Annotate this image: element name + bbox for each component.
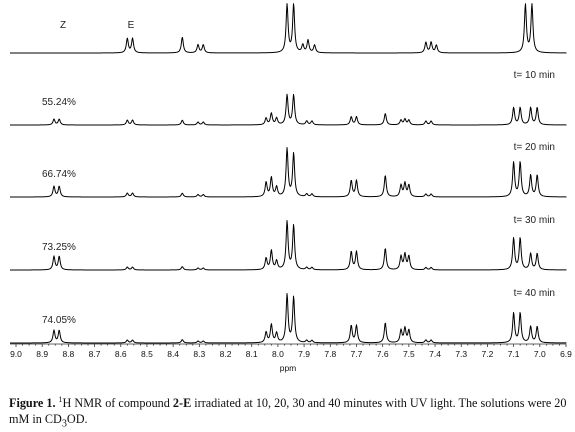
time-label-4: t= 40 min	[514, 288, 555, 299]
x-tick-label-13: 7.7	[351, 349, 363, 359]
spectrum-trace-0	[10, 4, 567, 53]
x-tick-label-2: 8.8	[62, 349, 74, 359]
z-isomer-label: Z	[60, 20, 66, 31]
x-tick-label-19: 7.1	[508, 349, 520, 359]
e-isomer-label: E	[128, 20, 135, 31]
x-tick-label-15: 7.5	[403, 349, 415, 359]
x-tick-label-1: 8.9	[36, 349, 48, 359]
percent-label-3: 73.25%	[42, 242, 76, 253]
x-tick-label-8: 8.2	[220, 349, 232, 359]
spectra-group	[10, 4, 567, 343]
x-axis-label: ppm	[280, 363, 297, 373]
spectrum-trace-1	[10, 94, 567, 125]
x-tick-label-18: 7.2	[482, 349, 494, 359]
x-tick-label-11: 7.9	[298, 349, 310, 359]
ppm-axis: 9.0 8.9 8.8 8.7 8.6 8.5 8.4 8.3 8.2 8.1 8.0 7.9 7.8 7…	[10, 344, 572, 359]
time-label-1: t= 10 min	[514, 70, 555, 81]
trace-labels: Z Et= 10 min 55.24% t= 20 min 66.74% t= 30 mi…	[42, 20, 555, 326]
percent-label-1: 55.24%	[42, 97, 76, 108]
percent-label-2: 66.74%	[42, 169, 76, 180]
time-label-2: t= 20 min	[514, 142, 555, 153]
x-tick-label-21: 6.9	[560, 349, 572, 359]
x-tick-label-4: 8.6	[115, 349, 127, 359]
x-tick-label-9: 8.1	[246, 349, 258, 359]
x-tick-label-5: 8.5	[141, 349, 153, 359]
caption-compound: 2-E	[173, 396, 191, 410]
x-tick-label-0: 9.0	[10, 349, 22, 359]
x-tick-label-12: 7.8	[324, 349, 336, 359]
spectrum-trace-2	[10, 148, 567, 197]
spectrum-trace-3	[10, 221, 567, 270]
figure-caption: Figure 1. 1H NMR of compound 2-E irradia…	[9, 395, 569, 432]
x-tick-label-10: 8.0	[272, 349, 284, 359]
caption-text-a: H NMR of compound	[63, 396, 173, 410]
caption-label: Figure 1.	[9, 396, 56, 410]
caption-text-c: OD.	[67, 412, 88, 426]
x-tick-label-17: 7.3	[455, 349, 467, 359]
x-tick-label-3: 8.7	[89, 349, 101, 359]
x-tick-label-14: 7.6	[377, 349, 389, 359]
spectrum-trace-4	[10, 293, 567, 343]
time-label-3: t= 30 min	[514, 215, 555, 226]
x-tick-label-20: 7.0	[534, 349, 546, 359]
x-tick-label-6: 8.4	[167, 349, 179, 359]
x-tick-label-7: 8.3	[193, 349, 205, 359]
x-tick-label-16: 7.4	[429, 349, 441, 359]
percent-label-4: 74.05%	[42, 315, 76, 326]
